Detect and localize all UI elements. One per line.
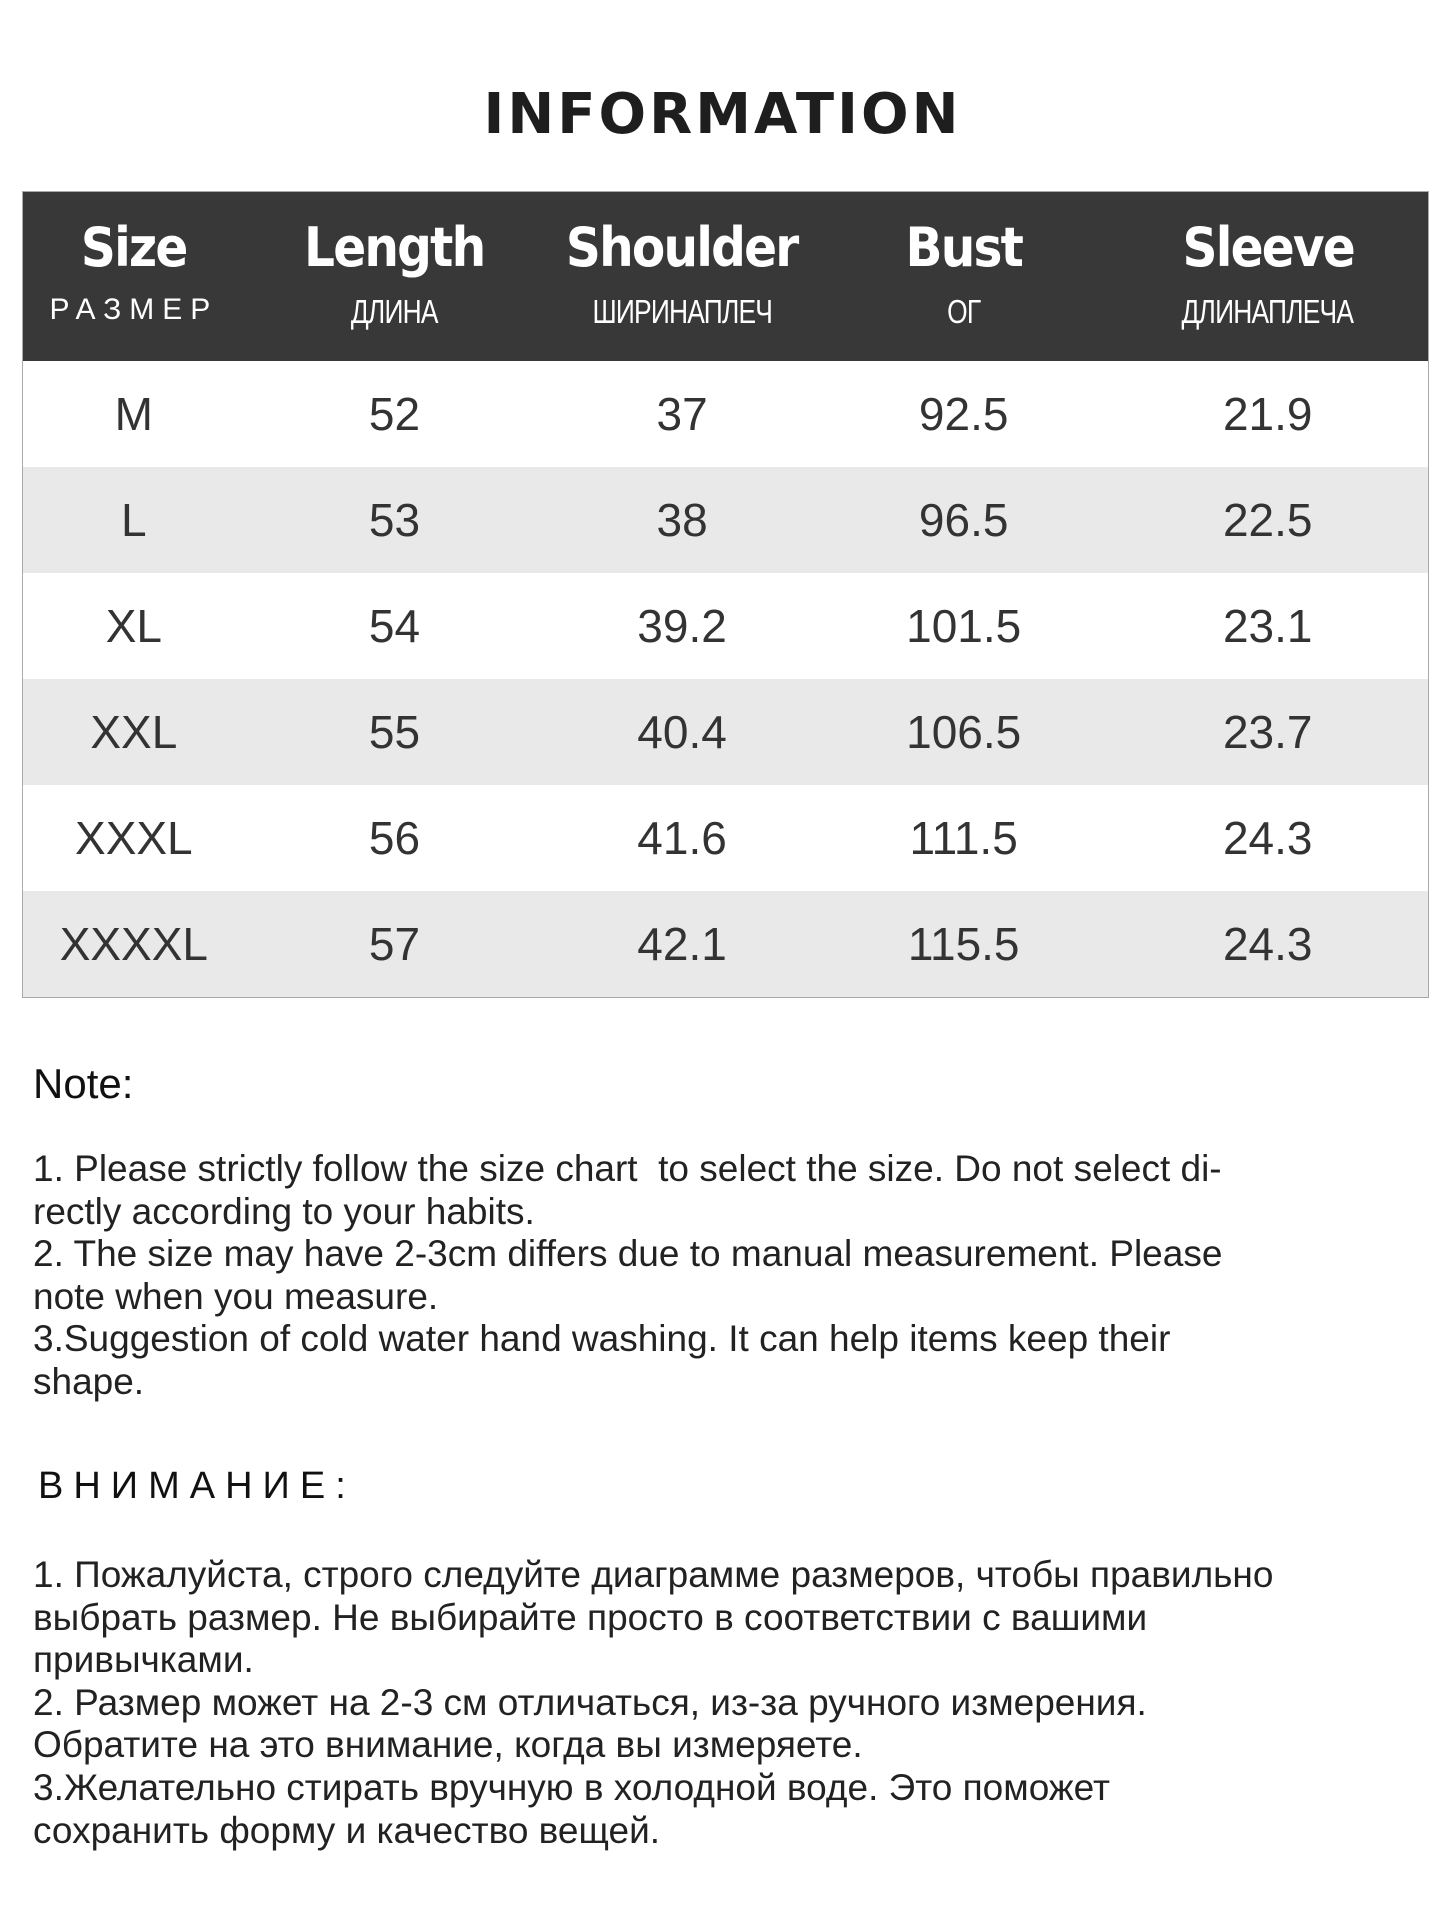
table-cell: 39.2 bbox=[637, 600, 727, 652]
note-ru-heading: ВНИМАНИЕ: bbox=[38, 1465, 356, 1507]
note-text: 1. Please strictly follow the size chart… bbox=[33, 1148, 1423, 1404]
table-cell: 56 bbox=[368, 812, 421, 864]
table-cell: 57 bbox=[368, 918, 421, 970]
table-cell: 42.1 bbox=[637, 918, 727, 970]
table-cell: XL bbox=[105, 600, 162, 652]
header-length: Length ДЛИНА bbox=[245, 192, 545, 361]
table-cell: 55 bbox=[368, 706, 421, 758]
header-bust: Bust ОГ bbox=[820, 192, 1108, 361]
table-cell: 37 bbox=[656, 388, 708, 440]
page-title: INFORMATION bbox=[483, 82, 962, 147]
note-line: rectly according to your habits. bbox=[33, 1190, 535, 1232]
table-cell: 111.5 bbox=[909, 812, 1018, 864]
header-size: Size РАЗМЕР bbox=[23, 192, 245, 361]
table-cell: 23.7 bbox=[1222, 706, 1313, 758]
note-line: Обратите на это внимание, когда вы измер… bbox=[33, 1724, 863, 1766]
header-label: Bust bbox=[905, 216, 1023, 279]
table-cell: 101.5 bbox=[906, 600, 1022, 652]
note-line: shape. bbox=[33, 1360, 145, 1402]
note-line: 2. Размер может на 2-3 см отличаться, из… bbox=[33, 1681, 1147, 1723]
table-row: XL 54 39.2 101.5 23.1 bbox=[23, 573, 1428, 679]
note-heading: Note: bbox=[33, 1060, 134, 1107]
table-row: XXXXL 57 42.1 115.5 24.3 bbox=[23, 891, 1428, 997]
table-cell: 115.5 bbox=[907, 918, 1020, 970]
table-header: Size РАЗМЕР Length ДЛИНА Shoulder ШИРИНАПЛЕ… bbox=[23, 192, 1428, 361]
table-cell: XXXXL bbox=[59, 918, 208, 970]
table-cell: M bbox=[114, 388, 153, 440]
size-chart-table: Size РАЗМЕР Length ДЛИНА Shoulder ШИРИНАПЛЕ… bbox=[22, 191, 1429, 998]
note-line: 3.Suggestion of cold water hand washing.… bbox=[33, 1318, 1171, 1360]
note-line: 1. Пожалуйста, строго следуйте диаграмме… bbox=[33, 1554, 1274, 1595]
table-row: XXL 55 40.4 106.5 23.7 bbox=[23, 679, 1428, 785]
header-sleeve: Sleeve ДЛИНАПЛЕЧА bbox=[1107, 192, 1428, 361]
table-cell: 38 bbox=[656, 494, 708, 546]
table-row: L 53 38 96.5 22.5 bbox=[23, 467, 1428, 573]
header-label: Sleeve bbox=[1182, 216, 1355, 279]
note-line: привычками. bbox=[33, 1639, 254, 1681]
header-sublabel: ДЛИНА bbox=[351, 293, 439, 330]
table-cell: 24.3 bbox=[1222, 812, 1313, 864]
note-line: сохранить форму и качество вещей. bbox=[33, 1809, 661, 1851]
table-cell: 53 bbox=[368, 494, 421, 546]
table-cell: 21.9 bbox=[1222, 388, 1313, 440]
header-sublabel: ОГ bbox=[947, 293, 981, 330]
header-sublabel: ДЛИНАПЛЕЧА bbox=[1181, 293, 1354, 330]
table-cell: 23.1 bbox=[1222, 600, 1313, 652]
table-cell: 22.5 bbox=[1222, 494, 1313, 546]
note-line: 1. Please strictly follow the size chart… bbox=[33, 1148, 1222, 1189]
note-ru-text: 1. Пожалуйста, строго следуйте диаграмме… bbox=[33, 1554, 1423, 1852]
table-cell: 92.5 bbox=[918, 388, 1009, 440]
header-sublabel: РАЗМЕР bbox=[49, 293, 219, 326]
note-line: 2. The size may have 2-3cm differs due t… bbox=[33, 1233, 1223, 1275]
note-line: note when you measure. bbox=[33, 1275, 439, 1317]
header-label: Size bbox=[80, 216, 189, 279]
table-cell: 54 bbox=[368, 600, 421, 652]
table-cell: 41.6 bbox=[637, 812, 727, 864]
table-cell: 106.5 bbox=[906, 706, 1022, 758]
table-cell: L bbox=[121, 494, 147, 546]
note-line: 3.Желательно стирать вручную в холодной … bbox=[33, 1766, 1110, 1808]
table-row: XXXL 56 41.6 111.5 24.3 bbox=[23, 785, 1428, 891]
header-sublabel: ШИРИНАПЛЕЧ bbox=[592, 293, 772, 330]
header-label: Length bbox=[304, 216, 486, 279]
table-cell: 96.5 bbox=[918, 494, 1009, 546]
table-cell: XXXL bbox=[75, 812, 193, 864]
table-cell: 52 bbox=[368, 388, 421, 440]
table-cell: 24.3 bbox=[1222, 918, 1313, 970]
table-row: M 52 37 92.5 21.9 bbox=[23, 361, 1428, 467]
note-line: выбрать размер. Не выбирайте просто в со… bbox=[33, 1596, 1148, 1638]
header-label: Shoulder bbox=[566, 216, 799, 279]
table-cell: 40.4 bbox=[637, 706, 727, 758]
table-cell: XXL bbox=[90, 706, 178, 758]
header-shoulder: Shoulder ШИРИНАПЛЕЧ bbox=[544, 192, 820, 361]
